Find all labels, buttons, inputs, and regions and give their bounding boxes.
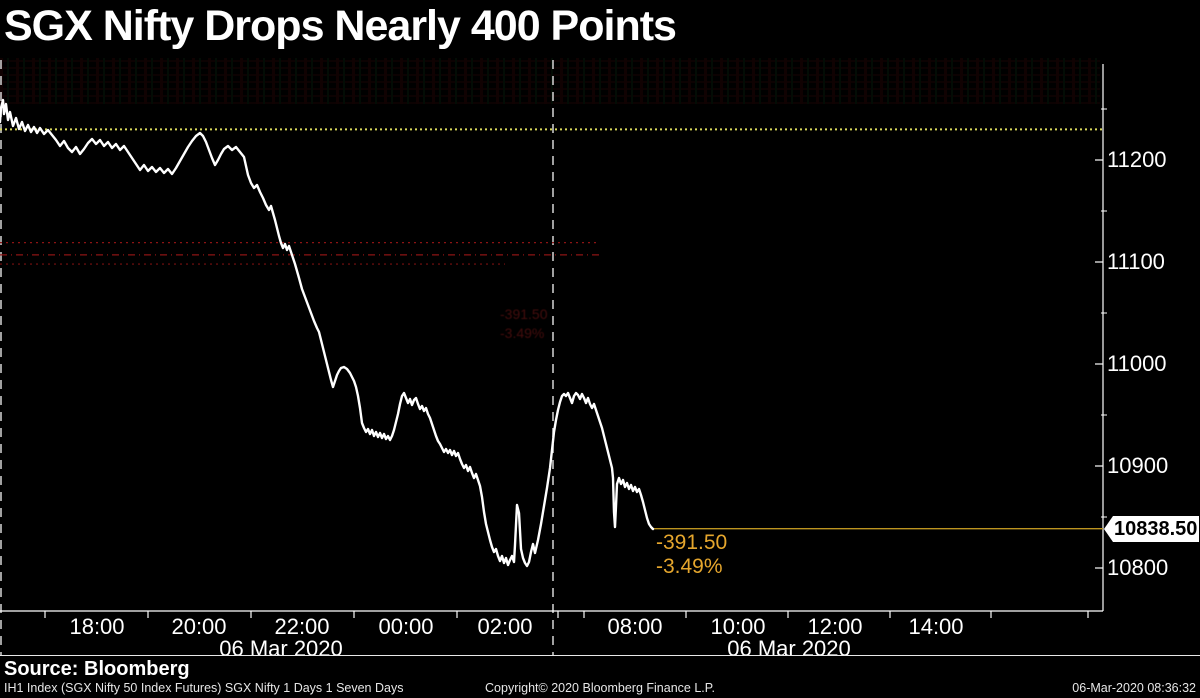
x-axis-label: 14:00 [908,614,964,639]
source-label: Source: Bloomberg [4,658,190,680]
change-annotation: -391.50 [656,531,728,554]
price-line [0,98,655,568]
footer-copyright: Copyright© 2020 Bloomberg Finance L.P. [485,681,715,695]
ghost-annotation-line2: -3.49% [500,325,545,341]
footer-separator [0,655,1200,656]
ghost-annotation-line1: -391.50 [500,306,548,322]
ghost-annotation: -391.50 -3.49% [500,305,547,343]
x-axis-label: 02:00 [477,614,533,639]
x-axis-label: 12:00 [807,614,863,639]
footer-timestamp: 06-Mar-2020 08:36:32 [1072,681,1196,695]
y-axis-label: 11200 [1107,147,1167,172]
change-pct-annotation: -3.49% [656,555,723,578]
x-axis-label: 18:00 [69,614,125,639]
x-axis-date-label: 06 Mar 2020 [727,636,851,661]
y-axis-label: 11000 [1107,351,1167,376]
chart-title: SGX Nifty Drops Nearly 400 Points [4,2,677,50]
y-axis-label: 10800 [1107,555,1169,580]
x-axis-label: 00:00 [378,614,434,639]
x-axis-label: 20:00 [171,614,227,639]
y-axis-label: 10900 [1107,453,1169,478]
x-axis-label: 08:00 [607,614,663,639]
footer-instrument: IH1 Index (SGX Nifty 50 Index Futures) S… [4,681,404,695]
x-axis-date-label: 06 Mar 2020 [219,636,343,661]
ghost-noise-band [0,58,1100,104]
y-axis-label: 11100 [1107,249,1165,274]
footer: IH1 Index (SGX Nifty 50 Index Futures) S… [0,681,1200,697]
last-price-flag: 10838.50 [1104,516,1199,542]
x-axis-label: 10:00 [710,614,766,639]
x-axis-label: 22:00 [274,614,330,639]
